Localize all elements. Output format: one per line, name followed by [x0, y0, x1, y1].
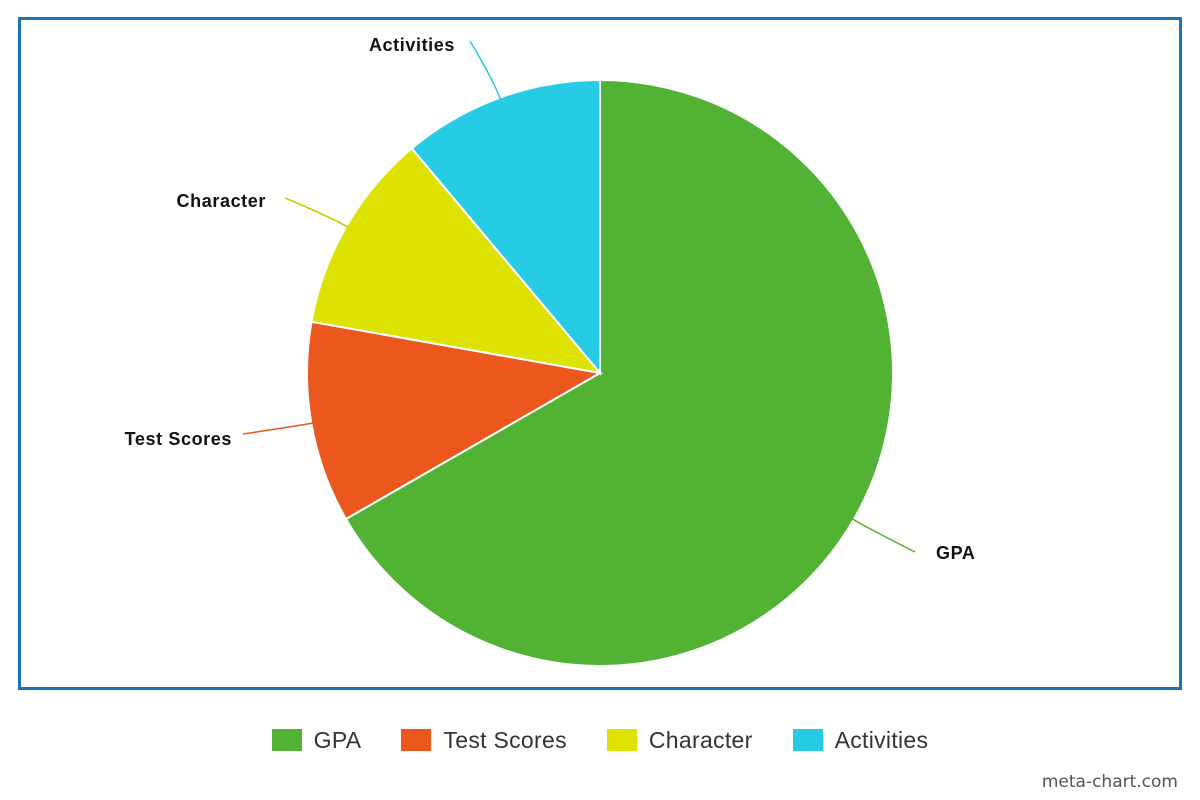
- slice-label-activities: Activities: [369, 35, 455, 55]
- pie-slices: [306, 78, 894, 667]
- legend-item-character[interactable]: Character: [606, 726, 753, 754]
- leader-line-activities: [469, 40, 502, 100]
- legend: GPA Test Scores Character Activities: [0, 722, 1200, 758]
- watermark: meta-chart.com: [1041, 772, 1178, 792]
- slice-label-character: Character: [177, 191, 266, 211]
- leader-lines: [242, 40, 916, 553]
- legend-label: Character: [648, 726, 753, 753]
- leader-line-gpa: [851, 518, 916, 553]
- leader-line-test-scores: [242, 422, 314, 435]
- legend-swatch-test-scores: [401, 729, 432, 751]
- legend-swatch-activities: [792, 729, 823, 751]
- legend-item-gpa[interactable]: GPA: [271, 726, 362, 754]
- legend-swatch-character: [606, 729, 637, 751]
- slice-label-test-scores: Test Scores: [125, 429, 232, 449]
- legend-item-activities[interactable]: Activities: [792, 726, 929, 754]
- leader-line-character: [284, 197, 349, 228]
- slice-labels: GPA Test Scores Character Activities: [125, 35, 975, 563]
- legend-item-test-scores[interactable]: Test Scores: [401, 726, 567, 754]
- slice-label-gpa: GPA: [936, 543, 975, 563]
- legend-swatch-gpa: [271, 729, 302, 751]
- legend-label: Test Scores: [443, 726, 567, 753]
- legend-label: Activities: [834, 726, 929, 753]
- legend-label: GPA: [313, 726, 362, 753]
